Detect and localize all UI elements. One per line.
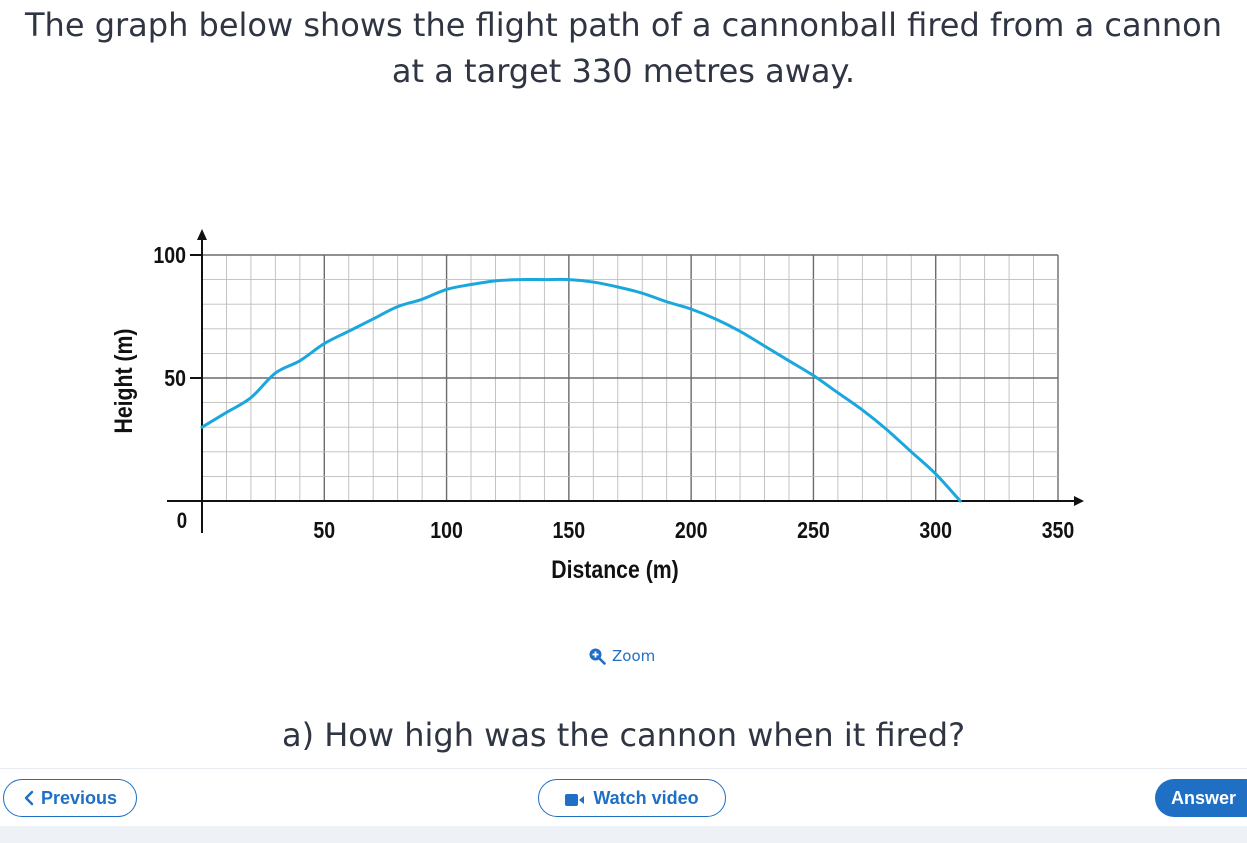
zoom-in-icon	[588, 647, 606, 665]
previous-label: Previous	[40, 787, 118, 808]
y-tick-label: 100	[153, 243, 186, 269]
footer-divider	[0, 768, 1247, 769]
answer-label: Answer	[1171, 787, 1237, 808]
answer-button[interactable]: Answer	[1155, 779, 1247, 817]
flight-path-chart: 0 50 100 150 200 250 300 350 50 100 Distance (m) He…	[100, 220, 1100, 600]
watch-video-label: Watch video	[593, 787, 699, 808]
chart-svg: 0 50 100 150 200 250 300 350 50 100 Distance (m) He…	[109, 229, 1084, 583]
x-tick-label: 50	[313, 518, 335, 544]
question-text: The graph below shows the flight path of…	[25, 6, 1222, 90]
flight-path-line	[200, 277, 962, 503]
y-tick-label: 50	[164, 366, 186, 392]
watch-video-button[interactable]: Watch video	[538, 779, 726, 817]
x-axis-arrow	[1074, 496, 1084, 506]
x-tick-label: 350	[1042, 518, 1075, 544]
x-tick-label: 0	[177, 510, 187, 534]
bottom-band	[0, 826, 1247, 843]
x-tick-label: 150	[553, 518, 586, 544]
chevron-left-icon	[23, 790, 35, 806]
x-tick-label: 200	[675, 518, 708, 544]
video-camera-icon	[565, 791, 585, 806]
y-axis-label: Height (m)	[109, 328, 137, 433]
subquestion-text: a) How high was the cannon when it fired…	[281, 716, 966, 754]
x-tick-label: 100	[430, 518, 463, 544]
zoom-label: Zoom	[612, 647, 656, 665]
previous-button[interactable]: Previous	[3, 779, 137, 817]
y-axis-arrow	[197, 229, 207, 240]
zoom-button[interactable]: Zoom	[588, 647, 655, 665]
x-tick-label: 300	[919, 518, 952, 544]
x-tick-label: 250	[797, 518, 830, 544]
x-axis-label: Distance (m)	[551, 555, 678, 583]
